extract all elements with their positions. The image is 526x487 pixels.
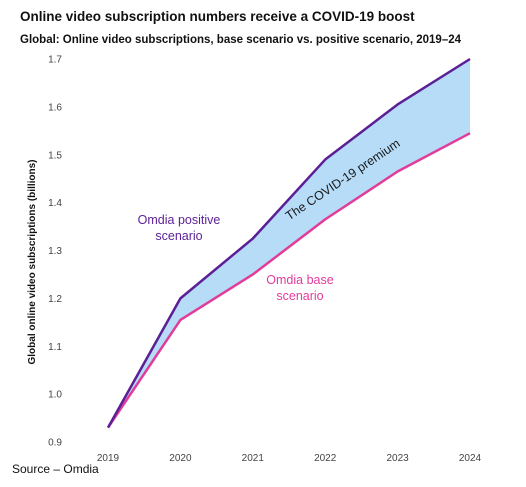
- source-note: Source – Omdia: [12, 462, 99, 476]
- y-tick-label: 1.2: [48, 294, 62, 305]
- chart-title: Online video subscription numbers receiv…: [20, 9, 415, 24]
- y-tick-label: 1.6: [48, 102, 62, 113]
- y-tick-label: 0.9: [48, 438, 62, 449]
- positive-scenario-annotation: scenario: [155, 229, 202, 243]
- positive-scenario-annotation: Omdia positive: [138, 213, 221, 227]
- base-scenario-annotation: Omdia base: [266, 273, 333, 287]
- y-tick-label: 1.5: [48, 150, 62, 161]
- x-tick-label: 2021: [242, 453, 265, 464]
- base-scenario-line: [106, 132, 471, 429]
- chart-subtitle: Global: Online video subscriptions, base…: [20, 34, 462, 46]
- y-tick-label: 1.0: [48, 390, 62, 401]
- x-tick-label: 2019: [97, 453, 120, 464]
- x-tick-label: 2022: [314, 453, 337, 464]
- x-tick-label: 2020: [169, 453, 192, 464]
- y-tick-label: 1.7: [48, 55, 62, 66]
- y-tick-label: 1.3: [48, 246, 62, 257]
- covid-premium-area: [108, 59, 470, 428]
- y-axis-label: Global online video subscriptions (billi…: [27, 159, 38, 364]
- base-scenario-annotation: scenario: [276, 289, 323, 303]
- positive-scenario-line: [106, 57, 471, 429]
- x-tick-label: 2024: [459, 453, 482, 464]
- x-tick-label: 2023: [386, 453, 409, 464]
- y-tick-label: 1.4: [48, 198, 62, 209]
- y-tick-label: 1.1: [48, 342, 62, 353]
